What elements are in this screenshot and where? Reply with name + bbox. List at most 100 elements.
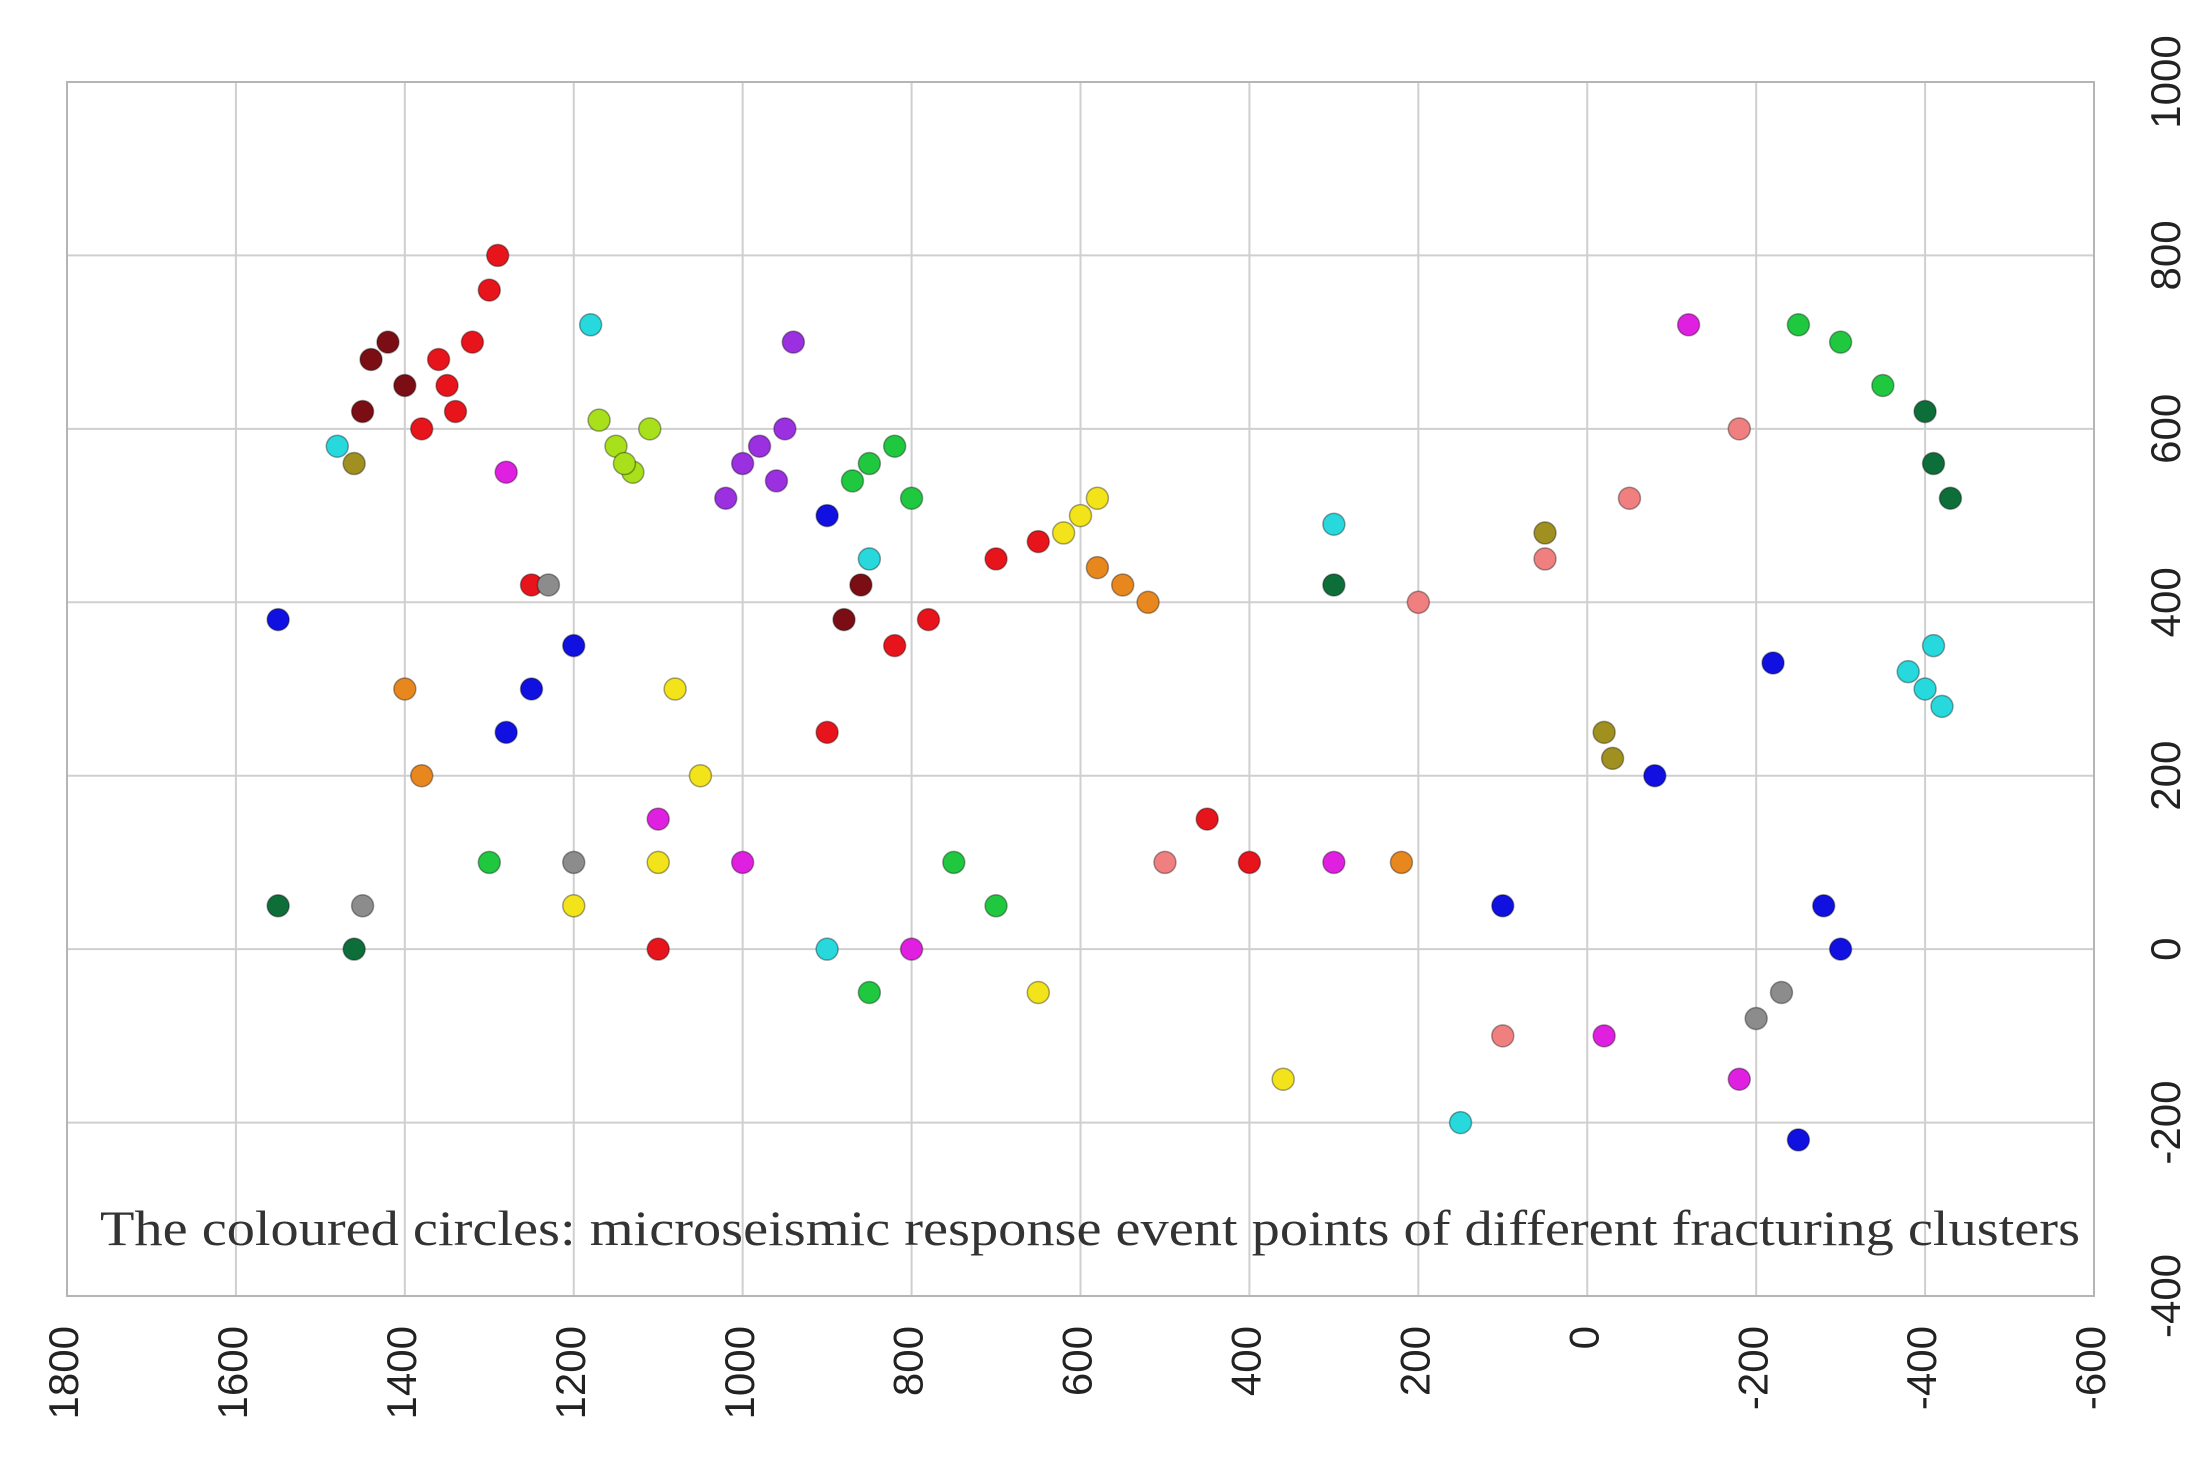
event-point — [1727, 1067, 1752, 1091]
event-point — [494, 460, 518, 484]
event-point — [477, 850, 502, 875]
event-point — [1617, 486, 1642, 510]
x-tick-label: 1400 — [378, 1326, 425, 1419]
y-tick-label: 0 — [2142, 937, 2189, 960]
event-point — [815, 503, 839, 528]
event-point — [942, 850, 966, 875]
event-point — [1871, 373, 1895, 398]
event-point — [1744, 1006, 1768, 1031]
event-point — [1921, 633, 1946, 658]
event-point — [1195, 807, 1219, 831]
event-point — [1761, 651, 1785, 675]
event-point — [1896, 659, 1920, 684]
x-tick-label: 0 — [1560, 1326, 1607, 1349]
x-tick-label: 1800 — [40, 1326, 87, 1419]
event-point — [899, 937, 924, 961]
x-tick-label: 1200 — [547, 1326, 594, 1419]
event-point — [1110, 573, 1135, 597]
event-point — [393, 677, 417, 701]
event-point — [443, 399, 468, 424]
event-point — [612, 451, 637, 476]
x-tick-label: 200 — [1391, 1326, 1438, 1396]
event-point — [1389, 850, 1414, 875]
y-tick-label: 800 — [2142, 220, 2189, 290]
event-point — [857, 451, 882, 476]
event-point — [485, 243, 510, 268]
event-point — [409, 417, 434, 441]
event-point — [1322, 850, 1346, 875]
event-point — [409, 763, 434, 788]
event-point — [857, 980, 882, 1005]
event-point — [1921, 451, 1946, 476]
event-point — [638, 417, 662, 441]
event-point — [578, 313, 603, 337]
event-point — [764, 469, 789, 493]
event-point — [460, 330, 485, 354]
event-point — [1322, 512, 1346, 536]
event-point — [562, 633, 586, 658]
event-point — [1237, 850, 1262, 875]
event-point — [747, 434, 772, 458]
event-point — [1271, 1067, 1295, 1091]
event-point — [984, 547, 1008, 571]
event-point — [1068, 503, 1093, 528]
x-tick-label: 600 — [1054, 1326, 1101, 1396]
event-point — [1786, 1128, 1811, 1152]
x-tick-label: -600 — [2067, 1326, 2114, 1410]
event-point — [1051, 521, 1076, 545]
event-point — [587, 408, 611, 432]
event-point — [773, 417, 797, 441]
annotation: The coloured circles: microseismic respo… — [100, 1200, 2080, 1256]
event-point — [984, 894, 1008, 918]
y-tick-label: 1000 — [2142, 35, 2189, 128]
event-point — [1491, 1024, 1515, 1048]
event-point — [730, 451, 755, 476]
event-point — [536, 573, 561, 597]
event-point — [781, 330, 806, 354]
event-point — [815, 720, 839, 745]
x-tick-label: 400 — [1223, 1326, 1270, 1396]
event-point — [840, 469, 865, 493]
event-point — [1026, 980, 1051, 1005]
event-point — [815, 937, 839, 961]
event-point — [1533, 547, 1557, 571]
event-point — [1938, 486, 1963, 510]
y-tick-label: 200 — [2142, 741, 2189, 811]
event-point — [350, 894, 375, 918]
event-point — [562, 850, 586, 875]
event-point — [646, 937, 670, 961]
event-point — [1913, 399, 1937, 424]
event-point — [1592, 720, 1616, 745]
event-point — [1153, 850, 1177, 875]
event-point — [426, 347, 451, 372]
event-point — [714, 486, 738, 510]
event-point — [1406, 590, 1431, 615]
event-point — [266, 607, 290, 632]
event-point — [519, 677, 544, 701]
event-point — [1085, 486, 1110, 510]
event-point — [688, 763, 713, 788]
plot-frame — [66, 81, 2095, 1297]
event-point — [1727, 417, 1752, 441]
x-tick-label: 1000 — [716, 1326, 763, 1419]
event-point — [1913, 677, 1937, 701]
event-point — [663, 677, 687, 701]
event-point — [393, 373, 417, 398]
event-point — [1643, 763, 1667, 788]
y-tick-label: -400 — [2142, 1254, 2189, 1338]
event-point — [832, 607, 856, 632]
event-point — [1930, 694, 1954, 719]
event-point — [1533, 521, 1557, 545]
event-point — [1769, 980, 1794, 1005]
event-point — [1448, 1110, 1473, 1135]
event-point — [435, 373, 459, 398]
event-point — [1085, 555, 1110, 580]
event-point — [342, 451, 366, 476]
event-point — [1491, 894, 1515, 918]
y-tick-label: 400 — [2142, 567, 2189, 637]
event-point — [1786, 313, 1811, 337]
event-point — [857, 547, 882, 571]
x-tick-label: -400 — [1898, 1326, 1945, 1410]
event-point — [646, 807, 670, 831]
